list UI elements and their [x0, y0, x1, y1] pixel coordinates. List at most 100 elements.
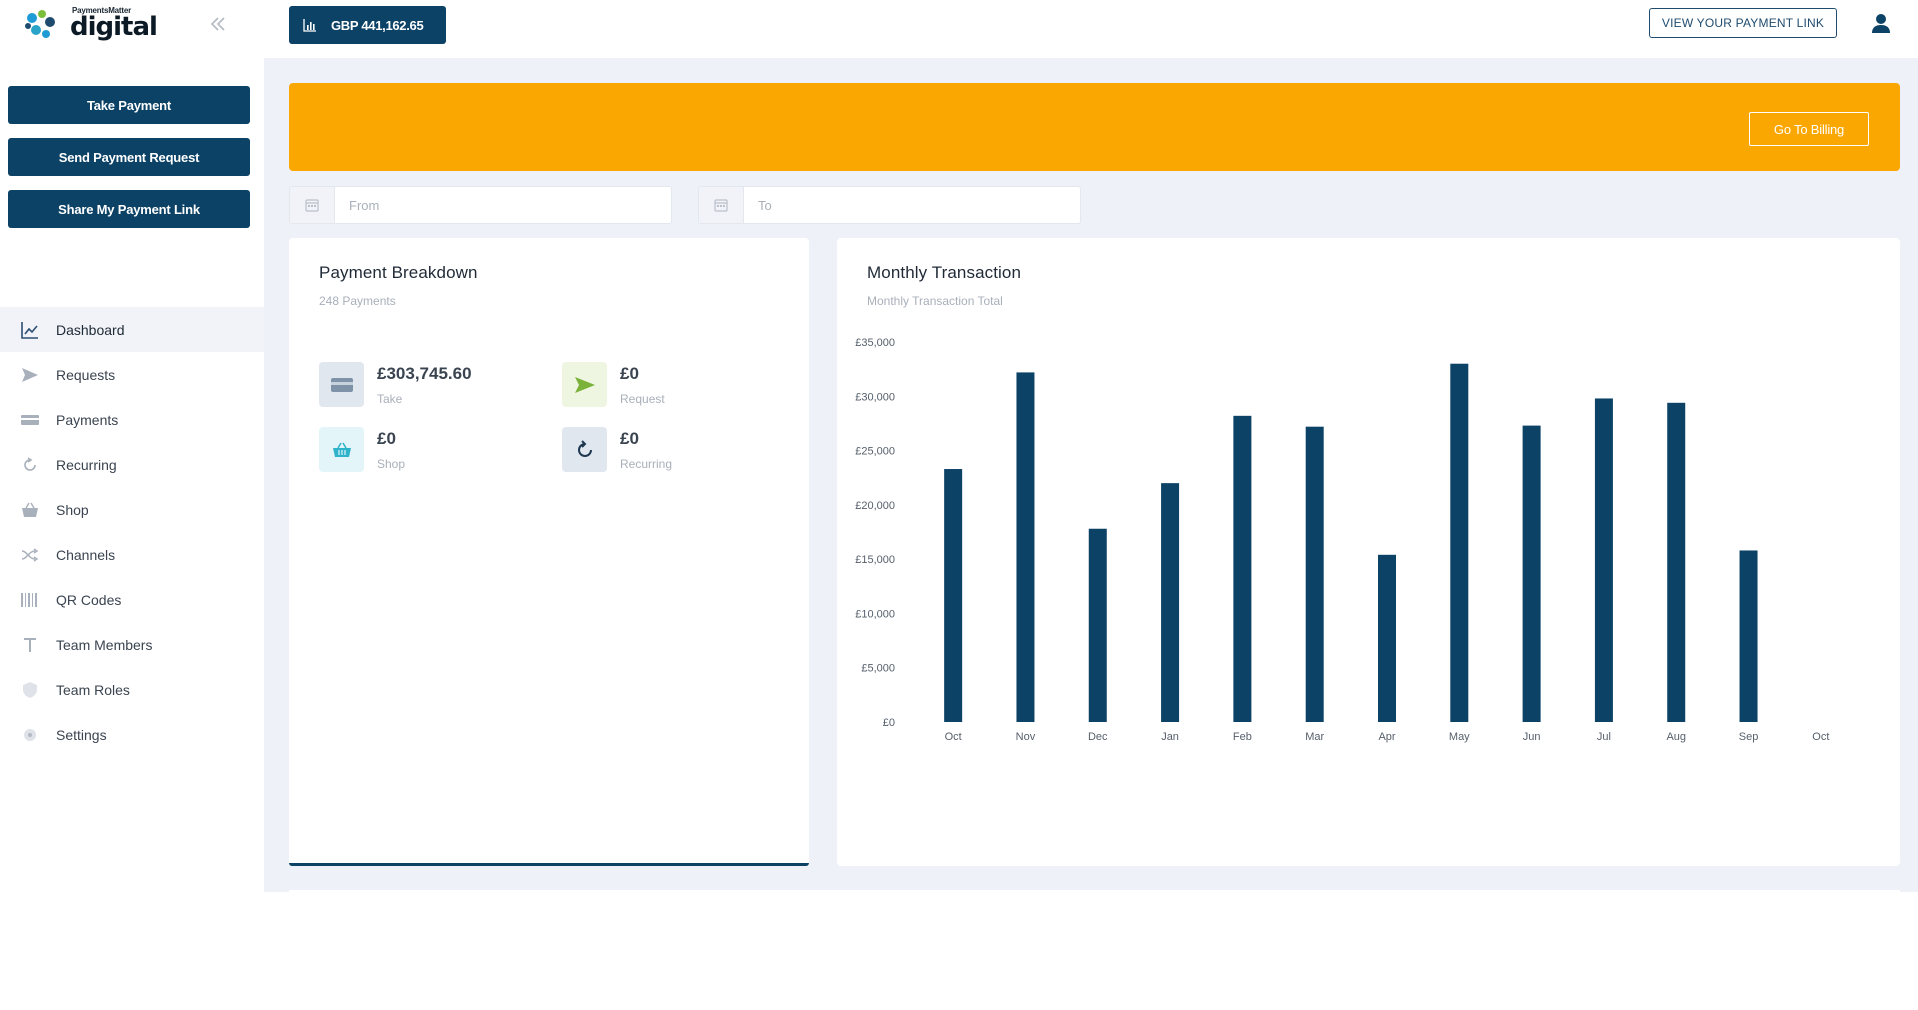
brand-big-text: digital [70, 12, 158, 42]
user-avatar-icon[interactable] [1870, 12, 1892, 34]
breakdown-subtitle: 248 Payments [319, 294, 396, 308]
breakdown-item-recurring: £0 Recurring [562, 427, 782, 477]
calendar-icon[interactable] [290, 187, 335, 223]
share-payment-link-button[interactable]: Share My Payment Link [8, 190, 250, 228]
breakdown-amount: £303,745.60 [377, 364, 472, 383]
chart-bar[interactable] [1450, 363, 1469, 722]
chart-svg: £0 £5,000 £10,000 £15,000 £20,000 £25,000 £30,… [855, 337, 1829, 743]
brand-logo[interactable]: PaymentsMatter digital [22, 6, 158, 44]
sidebar-item-label: Channels [56, 546, 116, 563]
breakdown-amount: £0 [620, 364, 639, 383]
sidebar-item-label: QR Codes [56, 591, 122, 608]
sidebar-item-qr-codes[interactable]: QR Codes [0, 577, 264, 622]
payment-breakdown-card: Payment Breakdown 248 Payments £303,745.… [289, 238, 809, 866]
refresh-icon [20, 455, 40, 475]
x-tick-label: Jan [1161, 731, 1179, 743]
monthly-transaction-chart: £0 £5,000 £10,000 £15,000 £20,000 £25,000 £30,… [837, 238, 1900, 866]
chart-bar[interactable] [1161, 483, 1180, 722]
credit-card-icon [20, 410, 40, 430]
x-tick-label: Dec [1088, 731, 1108, 743]
sidebar-item-label: Payments [56, 411, 119, 428]
sidebar-item-payments[interactable]: Payments [0, 397, 264, 442]
breakdown-label: Recurring [620, 457, 673, 471]
breakdown-item-take: £303,745.60 Take [319, 362, 539, 412]
billing-banner: Go To Billing [289, 83, 1900, 171]
chart-bar[interactable] [1016, 372, 1035, 722]
sidebar-item-label: Recurring [56, 456, 117, 473]
breakdown-title: Payment Breakdown [319, 263, 478, 282]
topbar: GBP 441,162.65 VIEW YOUR PAYMENT LINK [264, 0, 1918, 58]
chart-line-icon [20, 320, 40, 340]
monthly-title: Monthly Transaction [867, 263, 1022, 282]
to-date-field [698, 186, 1081, 224]
breakdown-item-request: £0 Request [562, 362, 782, 412]
sidebar-item-team-members[interactable]: Team Members [0, 622, 264, 667]
balance-amount: GBP 441,162.65 [331, 17, 424, 33]
refresh-icon [562, 427, 607, 472]
breakdown-label: Request [620, 392, 665, 406]
to-date-input[interactable] [744, 187, 1080, 223]
breakdown-label: Shop [377, 457, 406, 471]
chart-bar[interactable] [944, 469, 963, 722]
go-to-billing-button[interactable]: Go To Billing [1749, 112, 1869, 146]
brand-small-text: PaymentsMatter [72, 6, 132, 15]
basket-icon [319, 427, 364, 472]
breakdown-label: Take [377, 392, 403, 406]
breakdown-bottom-bar [289, 863, 809, 866]
chart-bar[interactable] [1305, 426, 1324, 722]
sidebar-item-label: Settings [56, 726, 107, 743]
x-tick-label: Apr [1378, 731, 1395, 743]
sidebar-item-channels[interactable]: Channels [0, 532, 264, 577]
monthly-subtitle: Monthly Transaction Total [867, 294, 1003, 308]
take-payment-button[interactable]: Take Payment [8, 86, 250, 124]
balance-button[interactable]: GBP 441,162.65 [289, 6, 446, 44]
sidebar-nav: Dashboard Requests Payments Recurring Sh… [0, 307, 264, 757]
chart-bar[interactable] [1088, 528, 1107, 722]
chart-bar[interactable] [1739, 550, 1758, 722]
logo-mark-icon [25, 10, 55, 38]
x-tick-label: May [1449, 731, 1470, 743]
y-tick-label: £10,000 [855, 608, 895, 620]
sidebar-item-settings[interactable]: Settings [0, 712, 264, 757]
chart-bar[interactable] [1233, 415, 1252, 722]
chart-bar[interactable] [1522, 425, 1541, 722]
y-tick-label: £35,000 [855, 337, 895, 349]
monthly-transaction-card: Monthly Transaction Monthly Transaction … [837, 238, 1900, 866]
view-payment-link-button[interactable]: VIEW YOUR PAYMENT LINK [1649, 8, 1837, 38]
breakdown-item-shop: £0 Shop [319, 427, 539, 477]
shield-icon [20, 680, 40, 700]
main-content: Go To Billing Payment Breakdown 248 Paym… [264, 58, 1918, 892]
sidebar-item-team-roles[interactable]: Team Roles [0, 667, 264, 712]
chart-bar[interactable] [1667, 402, 1686, 722]
breakdown-amount: £0 [377, 429, 396, 448]
breakdown-amount: £0 [620, 429, 639, 448]
x-tick-label: Aug [1666, 731, 1686, 743]
sidebar-item-shop[interactable]: Shop [0, 487, 264, 532]
footer-strip [289, 890, 1900, 892]
x-tick-label: Oct [945, 731, 962, 743]
x-tick-label: Jun [1523, 731, 1541, 743]
send-payment-request-button[interactable]: Send Payment Request [8, 138, 250, 176]
sidebar: PaymentsMatter digital Take Payment Send… [0, 0, 264, 892]
sidebar-item-recurring[interactable]: Recurring [0, 442, 264, 487]
x-tick-label: Mar [1305, 731, 1324, 743]
calendar-icon[interactable] [699, 187, 744, 223]
from-date-input[interactable] [335, 187, 671, 223]
gear-icon [20, 725, 40, 745]
chart-bar[interactable] [1594, 398, 1613, 722]
barcode-icon [20, 590, 40, 610]
y-tick-label: £15,000 [855, 554, 895, 566]
sidebar-item-dashboard[interactable]: Dashboard [0, 307, 264, 352]
collapse-sidebar-icon[interactable] [208, 14, 230, 36]
x-tick-label: Jul [1597, 731, 1611, 743]
sidebar-item-label: Requests [56, 366, 116, 383]
sidebar-item-label: Team Roles [56, 681, 130, 698]
from-date-field [289, 186, 672, 224]
x-tick-label: Oct [1812, 731, 1829, 743]
chart-bar[interactable] [1378, 554, 1396, 722]
send-icon [562, 362, 607, 407]
sidebar-item-label: Dashboard [56, 321, 125, 338]
sidebar-item-requests[interactable]: Requests [0, 352, 264, 397]
y-tick-label: £25,000 [855, 446, 895, 458]
x-tick-label: Feb [1233, 731, 1252, 743]
